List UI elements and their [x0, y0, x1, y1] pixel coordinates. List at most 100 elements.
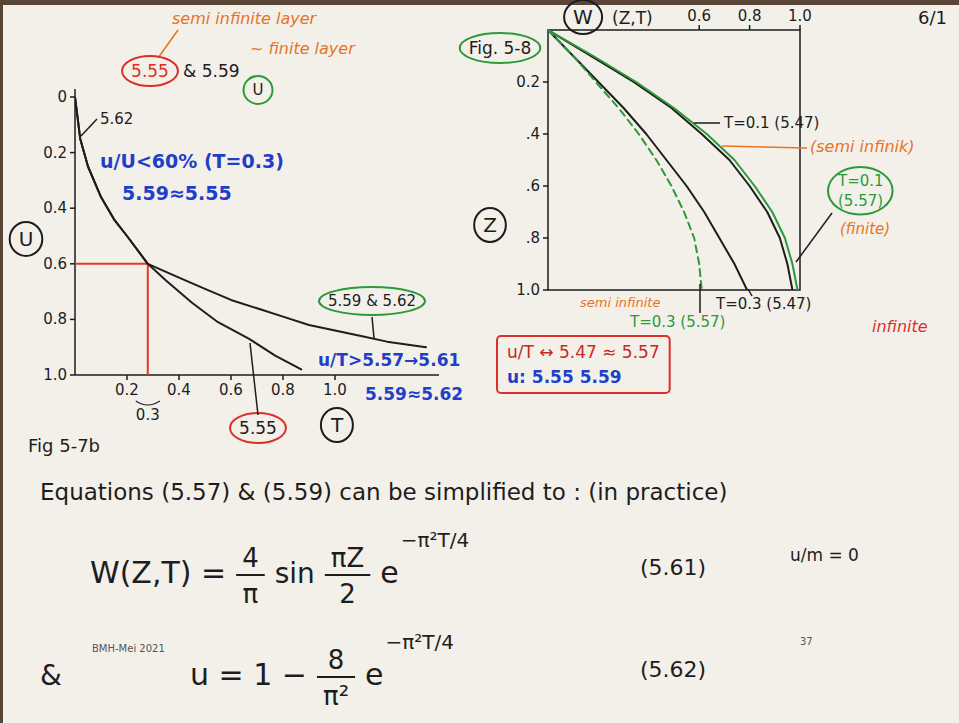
y-tick: [70, 263, 75, 265]
annotation: 5.59≈5.62: [365, 384, 463, 404]
y-tick-label: 0.2: [43, 144, 67, 162]
series-label: T=0.1 (5.47): [723, 114, 819, 132]
numerator: 8: [328, 645, 345, 675]
leader-line: [81, 119, 97, 136]
circle-mark: [321, 408, 353, 442]
reference-label: 0.3: [136, 406, 160, 424]
annotation-box: [497, 336, 670, 393]
denominator: π²: [323, 681, 349, 711]
circle-mark: [828, 167, 893, 215]
equation-part: e: [365, 657, 383, 692]
page-number: 6/1: [918, 7, 947, 28]
series-label: 5.55: [239, 418, 277, 438]
x-tick-label: 1.0: [323, 381, 347, 399]
y-tick: [70, 319, 75, 321]
y-tick-label: 1.0: [516, 281, 540, 299]
denominator: π: [243, 579, 259, 609]
annotation: u/T>5.57→5.61: [318, 350, 460, 370]
x-tick-label: 1.0: [788, 7, 812, 25]
leader-line: [694, 122, 720, 124]
x-tick: [178, 375, 180, 380]
label-line: (5.57): [838, 192, 883, 210]
leader-line: [158, 30, 178, 58]
board-edge: [0, 0, 3, 723]
circle-mark: [10, 222, 43, 256]
series-line: [75, 97, 301, 369]
footer: BMH-Mei 2021: [92, 643, 165, 654]
y-tick-label: 1.0: [43, 366, 67, 384]
x-axis-title: T: [330, 413, 344, 437]
data-area: [548, 30, 797, 290]
x-tick: [799, 25, 801, 30]
y-tick: [70, 207, 75, 209]
text-patch: [808, 136, 917, 157]
x-tick: [698, 25, 700, 30]
chart: 0.60.81.00.2.4.6.81.0T=0.1 (5.47)T=0.3 (…: [460, 0, 928, 393]
series-label: T=0.3 (5.57): [629, 313, 725, 331]
circle-mark: [319, 287, 425, 315]
y-tick: [70, 96, 75, 98]
denominator: 2: [339, 579, 356, 609]
y-axis-title: U: [19, 227, 34, 251]
equation: W(Z,T) =4πsinπZ2e−π²T/4(5.61)u/m = 0: [90, 528, 859, 609]
leader-line: [748, 289, 752, 296]
label-line: T=0.1: [837, 172, 884, 190]
x-tick: [230, 375, 232, 380]
series-line: [548, 30, 747, 290]
circle-mark: [244, 76, 273, 104]
slide-number: 37: [800, 636, 813, 647]
brace: [136, 401, 160, 405]
leader-line: [699, 284, 701, 313]
fraction-bar: [317, 676, 355, 678]
board: [0, 0, 959, 723]
equation-part: W(Z,T) =: [90, 555, 226, 590]
x-tick: [749, 25, 751, 30]
x-tick-label: 0.8: [271, 381, 295, 399]
annotation: u/T ↔ 5.47 ≈ 5.57: [507, 342, 660, 362]
y-axis: [74, 89, 76, 375]
exponent: −π²T/4: [386, 630, 455, 654]
x-tick-label: 0.8: [738, 7, 762, 25]
reference-line: [147, 264, 149, 375]
y-tick: [543, 237, 548, 239]
leader-line: [796, 213, 832, 262]
series-line: [548, 30, 797, 290]
annotation: (finite): [840, 220, 890, 238]
equation-note: u/m = 0: [790, 545, 859, 565]
leader-line: [372, 317, 374, 338]
annotation: infinite: [872, 317, 928, 336]
series-label: T=0.1 (5.57): [837, 172, 884, 210]
equation-part: e: [380, 555, 398, 590]
fraction-bar: [325, 574, 370, 576]
y-tick-label: 0.2: [516, 73, 540, 91]
circle-mark: [474, 208, 506, 242]
y-tick-label: .8: [526, 229, 540, 247]
reference-line: [75, 263, 148, 265]
chart: 0.20.40.60.81.000.20.40.60.81.00.35.555.…: [10, 9, 463, 456]
y-tick-label: 0.4: [43, 199, 67, 217]
y-tick: [543, 289, 548, 291]
annotation: ~ finite layer: [250, 39, 356, 58]
y-tick: [70, 374, 75, 376]
equation-number: (5.61): [640, 555, 706, 580]
annotation: 5.62: [100, 110, 133, 128]
circle-mark: [230, 413, 286, 443]
leader-line: [722, 146, 807, 148]
numerator: 4: [242, 543, 259, 573]
annotation: (semi infinik): [810, 137, 915, 156]
series-line: [548, 30, 702, 290]
x-tick-label: 0.2: [115, 381, 139, 399]
equation-part: &: [40, 659, 62, 692]
y-tick-label: .4: [526, 125, 540, 143]
x-axis-title: W: [573, 5, 593, 29]
series-line: [75, 97, 426, 347]
board-edge: [0, 0, 959, 5]
intro-text: Equations (5.57) & (5.59) can be simplif…: [40, 479, 727, 505]
chart-title: Fig 5-7b: [28, 435, 100, 456]
annotation: U: [253, 81, 264, 99]
x-tick: [126, 375, 128, 380]
y-tick-label: 0.6: [43, 255, 67, 273]
series-line: [548, 30, 792, 290]
x-tick: [282, 375, 284, 380]
data-area: [75, 97, 426, 375]
